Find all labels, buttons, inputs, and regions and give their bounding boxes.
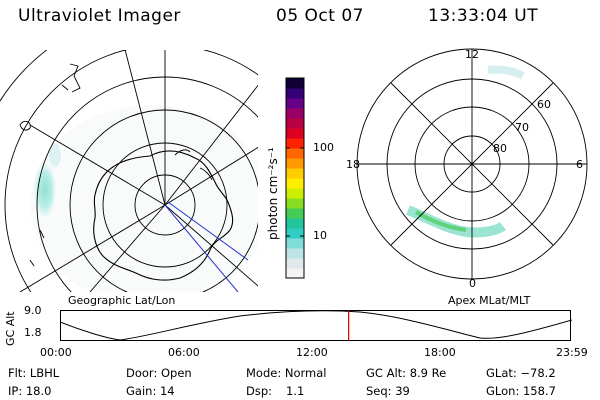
altitude-xtick-0: 00:00 <box>40 346 72 359</box>
colorbar-cell <box>286 258 304 269</box>
mlt-label-18: 18 <box>346 158 360 171</box>
antarctica-coastline <box>93 150 234 281</box>
gc-alt-info: GC Alt: 8.9 Re <box>366 366 447 380</box>
mlt-label-12: 12 <box>465 48 479 61</box>
colorbar-cell <box>286 198 304 209</box>
mlat-label-60: 60 <box>537 98 551 111</box>
longitude-lines <box>19 50 258 292</box>
colorbar-cell <box>286 98 304 109</box>
altitude-curve <box>60 310 572 341</box>
magnetic-caption: Apex MLat/MLT <box>448 294 531 307</box>
door-info: Door: Open <box>126 366 192 380</box>
filter-info: Flt: LBHL <box>8 366 60 380</box>
glon-info: GLon: 158.7 <box>486 384 556 398</box>
altitude-ytick-bottom: 1.8 <box>24 326 42 339</box>
title: Ultraviolet Imager <box>18 6 181 26</box>
colorbar-tick-100: 100 <box>313 141 334 154</box>
altitude-xtick-2: 12:00 <box>296 346 328 359</box>
colorbar-unit-label: photon cm⁻²s⁻¹ <box>266 147 280 240</box>
colorbar-cell <box>286 178 304 189</box>
colorbar-cell <box>286 128 304 139</box>
colorbar-cell <box>286 268 304 279</box>
colorbar-cell <box>286 228 304 239</box>
geographic-map <box>0 50 258 292</box>
aurora-haze <box>30 105 258 292</box>
geographic-caption: Geographic Lat/Lon <box>68 294 176 307</box>
altitude-plot <box>60 310 572 341</box>
ip-info: IP: 18.0 <box>8 384 52 398</box>
colorbar-tick-10: 10 <box>313 229 327 242</box>
mlt-label-6: 6 <box>576 158 583 171</box>
mlt-label-0: 0 <box>469 277 476 290</box>
dsp-label: Dsp: <box>246 384 273 398</box>
altitude-xtick-3: 18:00 <box>424 346 456 359</box>
date: 05 Oct 07 <box>276 6 364 26</box>
colorbar-cell <box>286 148 304 159</box>
altitude-ytick-top: 9.0 <box>24 304 42 317</box>
colorbar-cell <box>286 218 304 229</box>
altitude-xtick-1: 06:00 <box>168 346 200 359</box>
colorbar-cell <box>286 188 304 199</box>
altitude-xtick-4: 23:59 <box>556 346 588 359</box>
glat-info: GLat: −78.2 <box>486 366 556 380</box>
aurora-oval <box>406 65 525 238</box>
colorbar-cell <box>286 78 304 89</box>
time: 13:33:04 UT <box>428 6 539 26</box>
dsp-value: 1.1 <box>286 384 305 398</box>
colorbar-cell <box>286 88 304 99</box>
orbit-track <box>164 201 249 292</box>
colorbar-cell <box>286 208 304 219</box>
colorbar-cell <box>286 118 304 129</box>
mode-info: Mode: Normal <box>246 366 327 380</box>
colorbar-cell <box>286 158 304 169</box>
mlat-label-70: 70 <box>515 121 529 134</box>
altitude-ylabel: GC Alt <box>4 311 17 346</box>
colorbar-cell <box>286 238 304 249</box>
colorbar-cell <box>286 108 304 119</box>
colorbar-cell <box>286 248 304 259</box>
coast-fragments <box>19 63 81 267</box>
colorbar-cell <box>286 138 304 149</box>
seq-info: Seq: 39 <box>366 384 410 398</box>
colorbar-cell <box>286 168 304 179</box>
colorbar <box>285 77 305 279</box>
magnetic-polar-plot <box>356 48 588 280</box>
mlat-label-80: 80 <box>493 142 507 155</box>
gain-info: Gain: 14 <box>126 384 175 398</box>
